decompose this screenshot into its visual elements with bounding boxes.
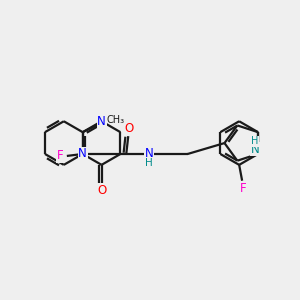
Text: H: H — [251, 136, 259, 146]
Text: F: F — [240, 182, 246, 195]
Text: N: N — [97, 115, 106, 128]
Text: CH₃: CH₃ — [106, 115, 124, 125]
Text: O: O — [97, 184, 106, 197]
Text: N: N — [145, 148, 153, 160]
Text: N: N — [78, 148, 87, 160]
Text: H: H — [145, 158, 153, 168]
Text: F: F — [57, 149, 63, 162]
Text: N: N — [251, 142, 260, 155]
Text: O: O — [124, 122, 134, 135]
